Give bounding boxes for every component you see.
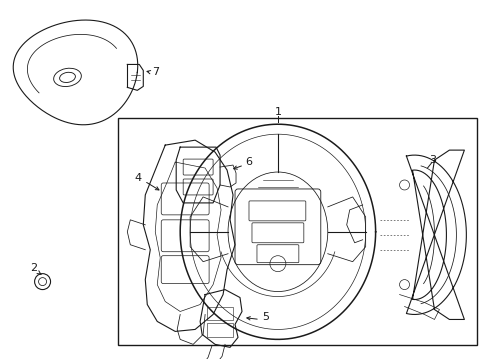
Text: 1: 1 <box>274 107 281 117</box>
Text: 4: 4 <box>135 173 142 183</box>
Text: 5: 5 <box>262 312 268 323</box>
Text: 7: 7 <box>152 67 159 77</box>
Text: 6: 6 <box>244 157 251 167</box>
Bar <box>118 118 476 345</box>
Text: 3: 3 <box>428 155 436 165</box>
Text: 2: 2 <box>30 263 37 273</box>
